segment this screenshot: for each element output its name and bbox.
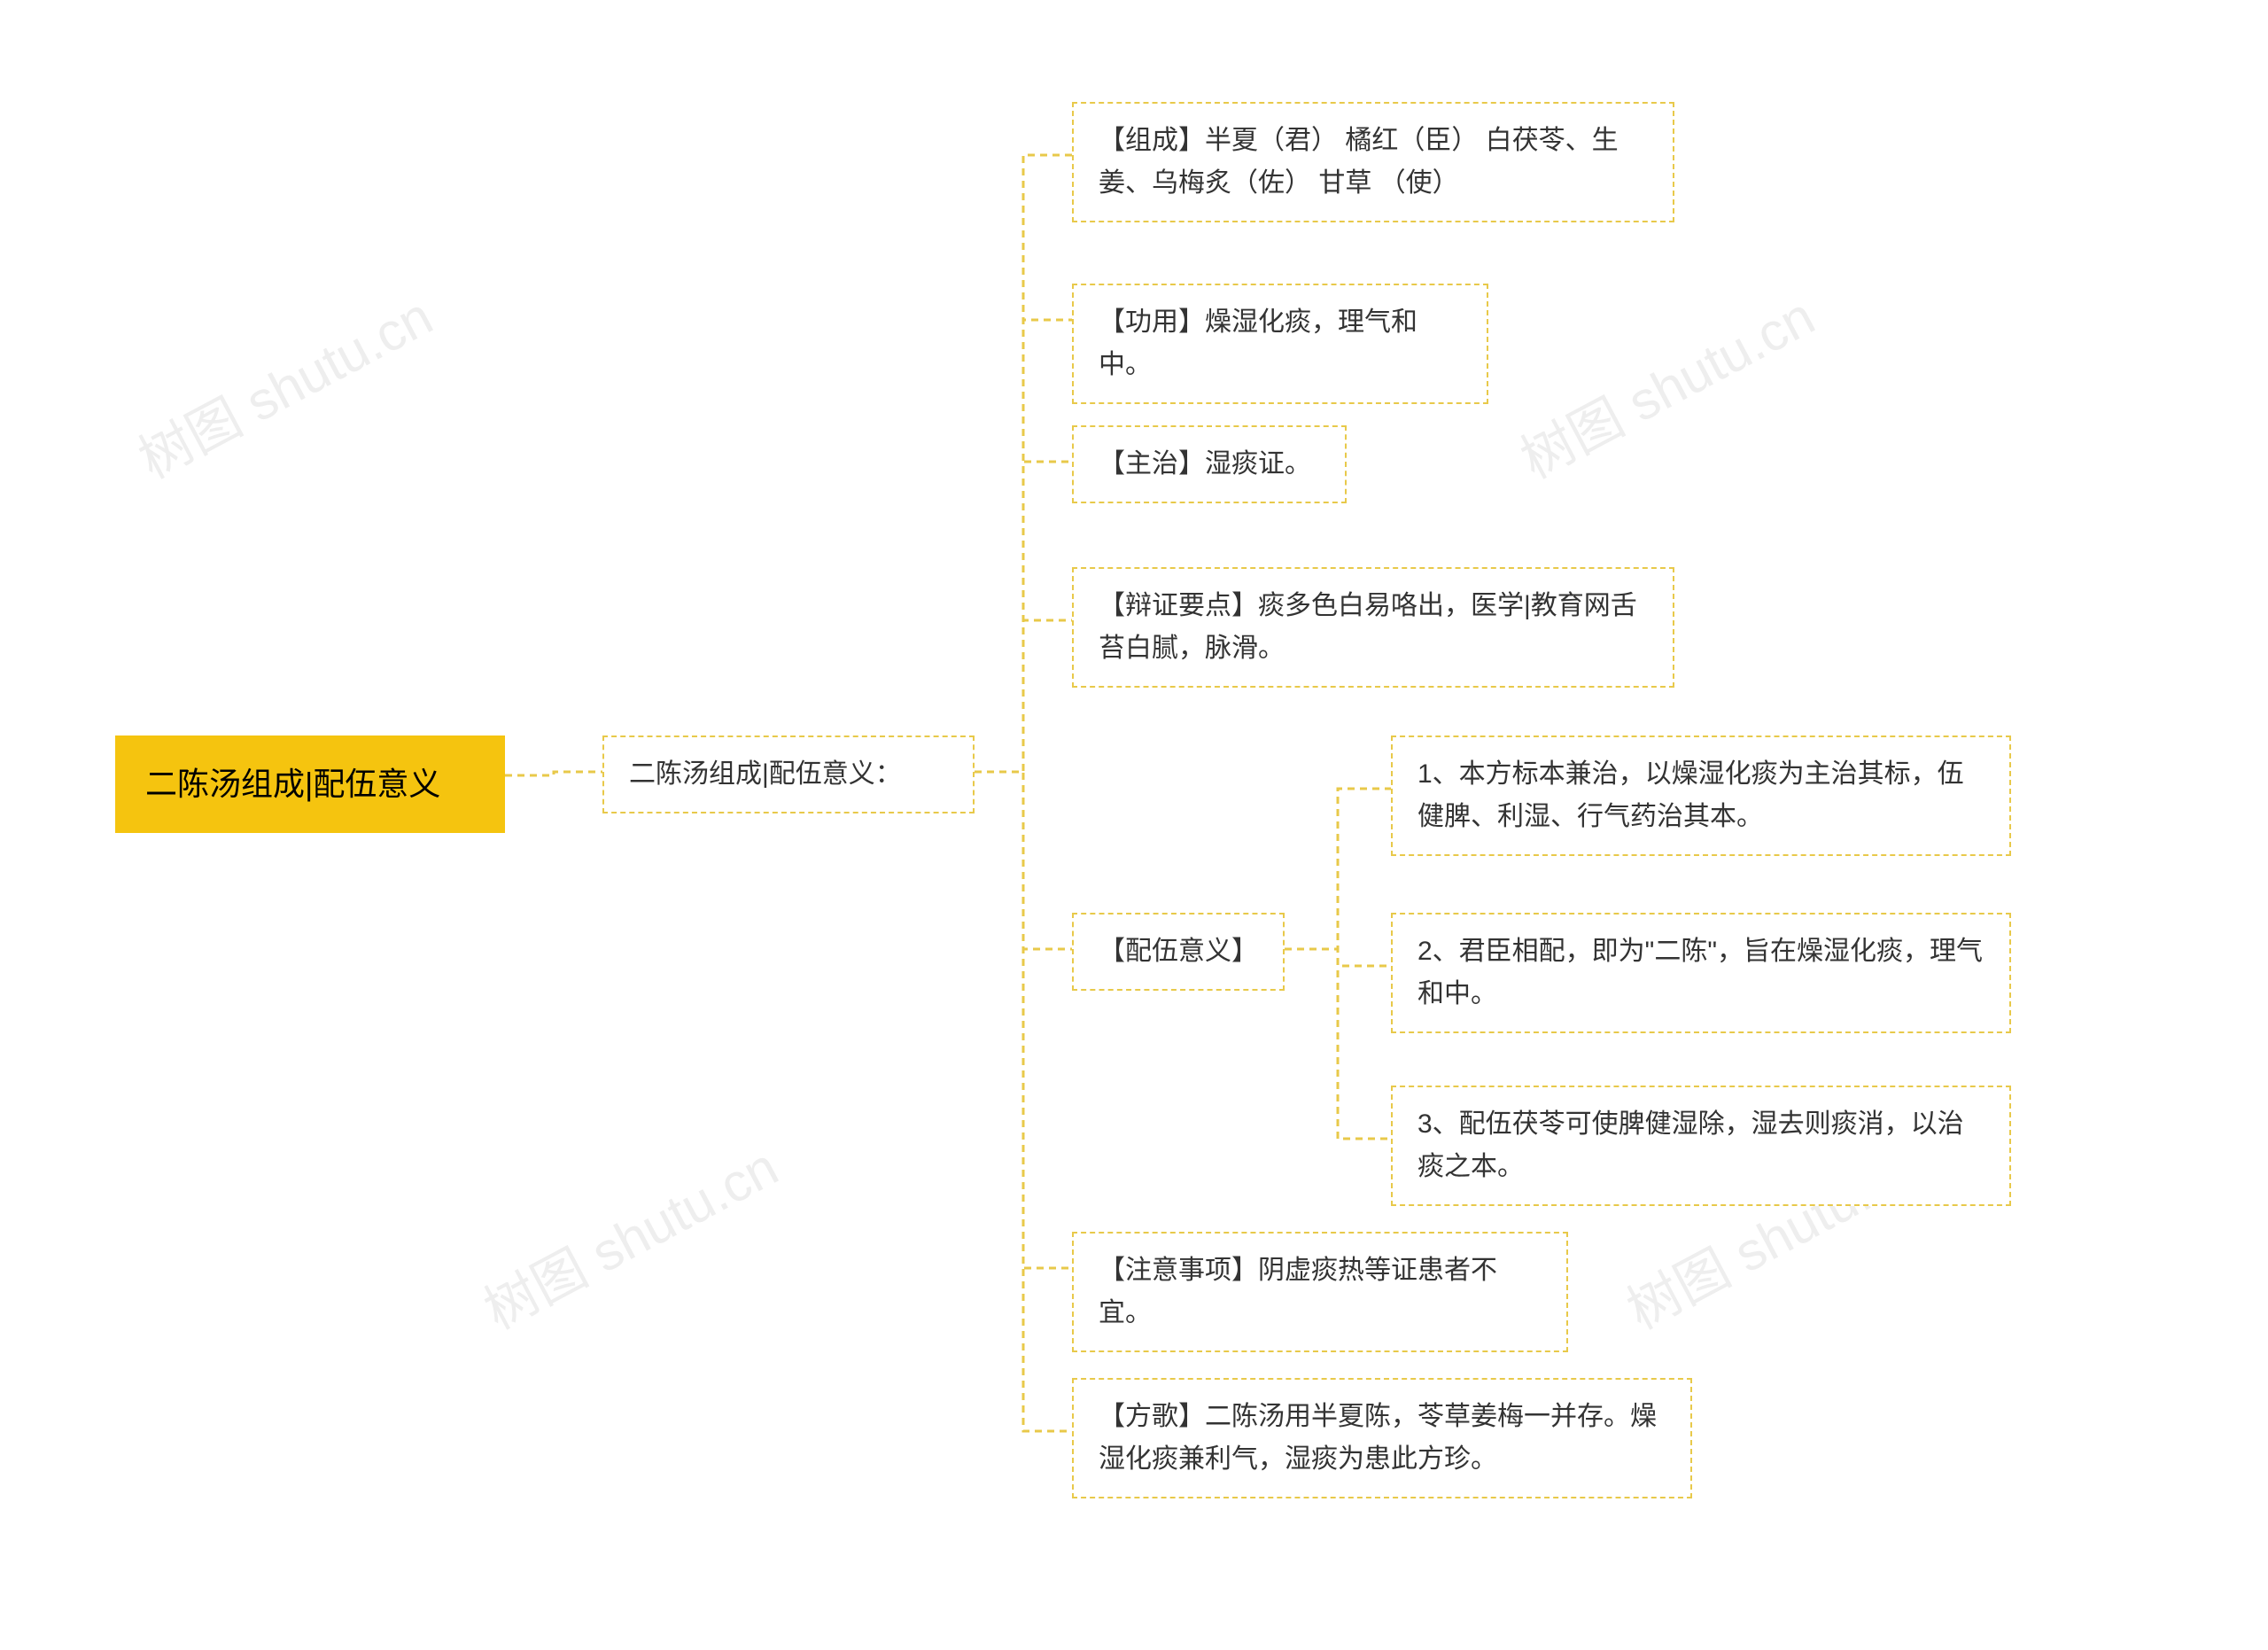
node-compat[interactable]: 【配伍意义】 [1072, 913, 1285, 991]
watermark: 树图 shutu.cn [1505, 275, 1826, 494]
subtitle-node[interactable]: 二陈汤组成|配伍意义： [602, 735, 975, 813]
node-function[interactable]: 【功用】燥湿化痰，理气和中。 [1072, 284, 1488, 404]
node-caution[interactable]: 【注意事项】阴虚痰热等证患者不宜。 [1072, 1232, 1568, 1352]
watermark: 树图 shutu.cn [123, 275, 444, 494]
node-compat-detail-1[interactable]: 1、本方标本兼治，以燥湿化痰为主治其标，伍健脾、利湿、行气药治其本。 [1391, 735, 2011, 856]
node-compat-detail-3[interactable]: 3、配伍茯苓可使脾健湿除，湿去则痰消，以治痰之本。 [1391, 1086, 2011, 1206]
mindmap-canvas: 树图 shutu.cn 树图 shutu.cn 树图 shutu.cn 树图 s… [0, 0, 2268, 1650]
node-compat-detail-2[interactable]: 2、君臣相配，即为"二陈"，旨在燥湿化痰，理气和中。 [1391, 913, 2011, 1033]
node-song[interactable]: 【方歌】二陈汤用半夏陈，苓草姜梅一并存。燥湿化痰兼利气，湿痰为患此方珍。 [1072, 1378, 1692, 1498]
root-node[interactable]: 二陈汤组成|配伍意义 [115, 735, 505, 833]
node-indication[interactable]: 【主治】湿痰证。 [1072, 425, 1347, 503]
watermark: 树图 shutu.cn [469, 1125, 789, 1344]
node-diagnosis[interactable]: 【辩证要点】痰多色白易咯出，医学|教育网舌苔白腻，脉滑。 [1072, 567, 1674, 688]
node-composition[interactable]: 【组成】半夏（君） 橘红（臣） 白茯苓、生姜、乌梅炙（佐） 甘草 （使） [1072, 102, 1674, 222]
